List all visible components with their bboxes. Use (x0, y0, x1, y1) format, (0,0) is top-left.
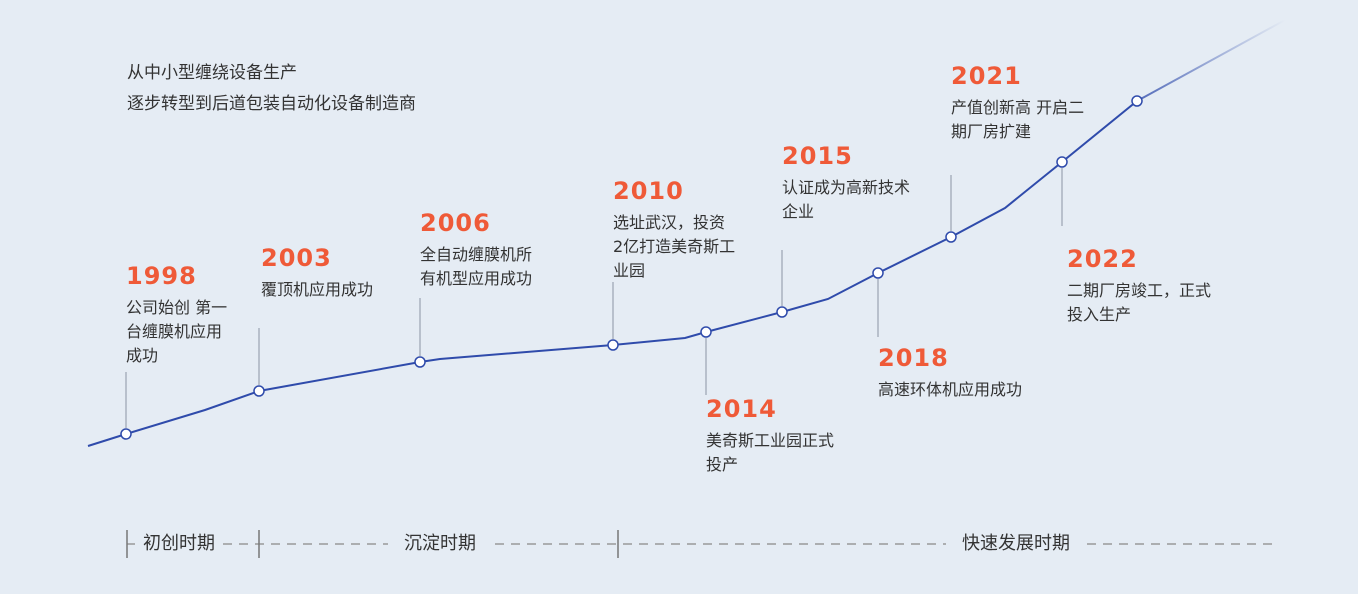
milestone-text: 高速环体机应用成功 (878, 380, 1023, 399)
milestone-year: 2014 (706, 395, 777, 423)
node-2014 (700, 326, 712, 338)
node-2022 (1056, 156, 1068, 168)
node-2021 (1131, 95, 1143, 107)
milestone-2015: 2015 认证成为高新技术 企业 (782, 142, 910, 224)
milestone-2006: 2006 全自动缠膜机所 有机型应用成功 (420, 209, 532, 291)
milestone-1998: 1998 公司始创 第一 台缠膜机应用 成功 (126, 262, 227, 368)
milestone-year: 2010 (613, 177, 684, 205)
milestone-text: 美奇斯工业园正式 投产 (706, 431, 835, 474)
milestone-2018: 2018 高速环体机应用成功 (878, 344, 1022, 402)
stems (125, 168, 1063, 428)
milestone-2021: 2021 产值创新高 开启二 期厂房扩建 (951, 62, 1084, 144)
phase-accumulation: 沉淀时期 (388, 531, 492, 557)
milestone-text: 全自动缠膜机所 有机型应用成功 (420, 245, 533, 288)
milestone-year: 2021 (951, 62, 1022, 90)
intro-line: 从中小型缠绕设备生产 (127, 63, 297, 83)
milestone-year: 1998 (126, 262, 197, 290)
milestone-2003: 2003 覆顶机应用成功 (261, 244, 373, 302)
intro-line: 逐步转型到后道包装自动化设备制造商 (127, 94, 416, 114)
node-2006 (414, 356, 426, 368)
milestone-year: 2018 (878, 344, 949, 372)
phase-rapid-growth: 快速发展时期 (946, 531, 1086, 557)
milestone-year: 2015 (782, 142, 853, 170)
milestone-year: 2022 (1067, 245, 1138, 273)
node-2003 (253, 385, 265, 397)
milestone-text: 覆顶机应用成功 (261, 280, 374, 299)
node-2010 (607, 339, 619, 351)
milestone-year: 2003 (261, 244, 332, 272)
node-2018 (872, 267, 884, 279)
milestone-text: 产值创新高 开启二 期厂房扩建 (951, 98, 1085, 141)
milestone-text: 选址武汉，投资 2亿打造美奇斯工 业园 (613, 213, 736, 280)
milestone-text: 二期厂房竣工，正式 投入生产 (1067, 281, 1212, 324)
milestone-2010: 2010 选址武汉，投资 2亿打造美奇斯工 业园 (613, 177, 735, 283)
growth-line (87, 100, 1138, 447)
milestone-text: 公司始创 第一 台缠膜机应用 成功 (126, 298, 228, 365)
milestone-2022: 2022 二期厂房竣工，正式 投入生产 (1067, 245, 1211, 327)
milestone-text: 认证成为高新技术 企业 (782, 178, 911, 221)
milestone-2014: 2014 美奇斯工业园正式 投产 (706, 395, 834, 477)
phase-startup: 初创时期 (135, 531, 223, 557)
milestone-year: 2006 (420, 209, 491, 237)
node-2015 (776, 306, 788, 318)
intro-text: 从中小型缠绕设备生产 逐步转型到后道包装自动化设备制造商 (127, 58, 416, 120)
node-1998 (120, 428, 132, 440)
growth-line-fade (1136, 19, 1286, 102)
node-2021a (945, 231, 957, 243)
